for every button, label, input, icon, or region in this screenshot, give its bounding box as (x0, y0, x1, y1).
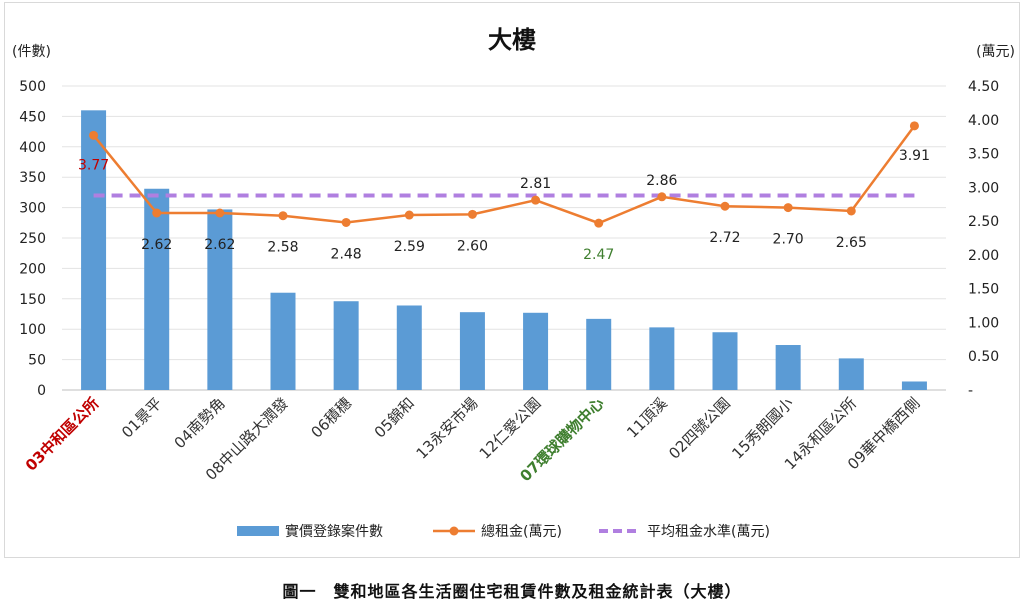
x-tick-label: 15秀朗國小 (728, 394, 797, 463)
bar (396, 305, 422, 390)
rent-point (278, 211, 288, 221)
bar (333, 301, 359, 390)
rent-point (404, 210, 414, 220)
y2-tick-label: 4.50 (968, 79, 999, 95)
y-tick-label: 0 (37, 383, 46, 399)
y-tick-label: 500 (19, 79, 46, 95)
y-tick-label: 50 (28, 353, 46, 369)
bars-layer (81, 110, 927, 390)
rent-point (531, 195, 541, 205)
rent-data-label: 2.48 (331, 246, 362, 262)
y2-tick-label: 2.00 (968, 248, 999, 264)
data-labels-layer: 3.77 2.62 2.62 2.58 2.48 2.59 2.60 2.81 2.47 2.86… (78, 148, 930, 263)
rent-data-label: 2.62 (204, 237, 235, 253)
bar (81, 110, 107, 390)
bar (270, 292, 296, 390)
rent-point (89, 130, 99, 140)
bar (775, 345, 801, 390)
rent-data-label: 2.58 (267, 240, 298, 256)
grid-layer (62, 85, 946, 391)
rent-line (92, 125, 916, 225)
rent-data-label: 2.59 (394, 239, 425, 255)
rent-point (467, 209, 477, 219)
y-tick-label: 150 (19, 292, 46, 308)
rent-data-label: 3.91 (899, 148, 930, 164)
rent-point (152, 208, 162, 218)
x-tick-label: 13永安市場 (413, 394, 482, 463)
legend-swatch-marker (449, 526, 459, 536)
bar (586, 318, 612, 390)
x-tick-label: 01景平 (118, 394, 165, 441)
rent-data-label: 2.60 (457, 238, 488, 254)
legend-swatch-bar (237, 526, 279, 536)
bar (144, 188, 170, 390)
rent-point (720, 201, 730, 211)
x-tick-label: 02四號公園 (665, 394, 734, 463)
y2-tick-label: 3.50 (968, 147, 999, 163)
y-tick-label: 100 (19, 322, 46, 338)
x-tick-label: 03中和區公所 (22, 394, 103, 475)
rent-point (846, 206, 856, 216)
y-tick-label: 250 (19, 231, 46, 247)
x-tick-label: 12仁愛公園 (476, 394, 545, 463)
legend-label: 實價登錄案件數 (285, 523, 383, 540)
y2-tick-label: 1.00 (968, 315, 999, 331)
y2-axis-label: (萬元) (976, 44, 1015, 60)
rent-data-label: 2.72 (709, 230, 740, 246)
rent-point (909, 121, 919, 131)
legend: 實價登錄案件數 總租金(萬元) 平均租金水準(萬元) (237, 523, 770, 540)
rent-data-label: 2.70 (773, 232, 804, 248)
x-tick-label: 11頂溪 (623, 394, 670, 441)
y2-tick-label: 1.50 (968, 282, 999, 298)
legend-label: 總租金(萬元) (481, 523, 562, 540)
bar (207, 209, 233, 390)
rent-point (783, 203, 793, 213)
chart-svg: 大樓 (件數) (萬元) 3.77 2.62 2.62 2.58 2.48 2.59 2.6… (12, 26, 1015, 540)
rent-point (594, 218, 604, 228)
chart-title: 大樓 (488, 26, 536, 54)
rent-data-label: 2.86 (646, 173, 677, 189)
y-tick-label: 400 (19, 140, 46, 156)
rent-data-label: 2.47 (583, 247, 614, 263)
chart-frame (4, 2, 1020, 558)
legend-label: 平均租金水準(萬元) (647, 524, 770, 540)
bar (712, 332, 738, 390)
y-tick-label: 200 (19, 261, 46, 277)
bar (459, 312, 485, 390)
y-axis-label: (件數) (12, 44, 51, 60)
bar (901, 381, 927, 390)
rent-point (341, 217, 351, 227)
rent-data-label: 2.62 (141, 237, 172, 253)
rent-data-label: 3.77 (78, 157, 109, 173)
y2-tick-label: - (968, 383, 973, 399)
rent-point (215, 208, 225, 218)
bar (649, 327, 675, 390)
rent-data-label: 2.65 (836, 235, 867, 251)
bar (523, 312, 549, 390)
x-tick-label: 06積穗 (308, 394, 355, 441)
y2-tick-label: 4.00 (968, 113, 999, 129)
rent-point (657, 192, 667, 202)
figure-caption: 圖一 雙和地區各生活圈住宅租賃件數及租金統計表（大樓） (282, 582, 742, 601)
y2-tick-label: 2.50 (968, 214, 999, 230)
rent-line-layer (89, 121, 919, 228)
y-tick-label: 450 (19, 109, 46, 125)
y-tick-label: 350 (19, 170, 46, 186)
y2-tick-label: 0.50 (968, 349, 999, 365)
x-tick-label: 05錦和 (371, 394, 418, 441)
x-tick-label: 04南勢角 (171, 394, 229, 452)
rent-data-label: 2.81 (520, 176, 551, 192)
y-tick-label: 300 (19, 201, 46, 217)
bar (838, 358, 864, 390)
y2-tick-label: 3.00 (968, 180, 999, 196)
